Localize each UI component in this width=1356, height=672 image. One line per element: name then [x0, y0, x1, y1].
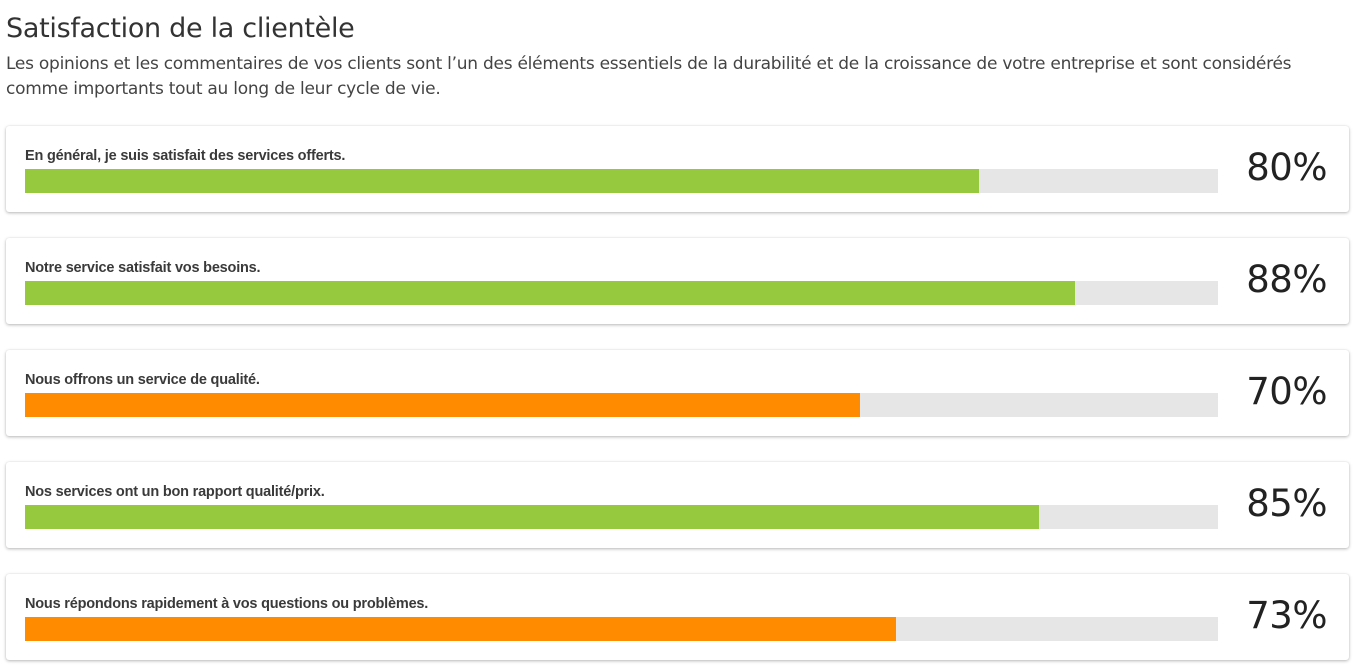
- satisfaction-card: Notre service satisfait vos besoins. 88%: [6, 238, 1349, 324]
- page-description: Les opinions et les commentaires de vos …: [6, 54, 1292, 99]
- card-label: En général, je suis satisfait des servic…: [25, 148, 346, 164]
- card-label: Nous offrons un service de qualité.: [25, 372, 260, 388]
- percentage-value: 70%: [1246, 370, 1327, 413]
- percentage-value: 80%: [1246, 146, 1327, 189]
- percentage-value: 73%: [1246, 594, 1327, 637]
- card-label: Nos services ont un bon rapport qualité/…: [25, 484, 325, 500]
- progress-track: [25, 393, 1218, 417]
- progress-fill: [25, 281, 1075, 305]
- card-label: Nous répondons rapidement à vos question…: [25, 596, 429, 612]
- satisfaction-card: Nous répondons rapidement à vos question…: [6, 574, 1349, 660]
- percentage-value: 88%: [1246, 258, 1327, 301]
- progress-track: [25, 617, 1218, 641]
- satisfaction-cards: En général, je suis satisfait des servic…: [6, 126, 1349, 672]
- card-label: Notre service satisfait vos besoins.: [25, 260, 261, 276]
- satisfaction-card: Nos services ont un bon rapport qualité/…: [6, 462, 1349, 548]
- progress-track: [25, 505, 1218, 529]
- percentage-value: 85%: [1246, 482, 1327, 525]
- satisfaction-card: Nous offrons un service de qualité. 70%: [6, 350, 1349, 436]
- progress-fill: [25, 393, 861, 417]
- progress-fill: [25, 169, 980, 193]
- progress-fill: [25, 505, 1040, 529]
- progress-track: [25, 281, 1218, 305]
- page-title: Satisfaction de la clientèle: [6, 13, 355, 44]
- progress-fill: [25, 617, 896, 641]
- progress-track: [25, 169, 1218, 193]
- satisfaction-card: En général, je suis satisfait des servic…: [6, 126, 1349, 212]
